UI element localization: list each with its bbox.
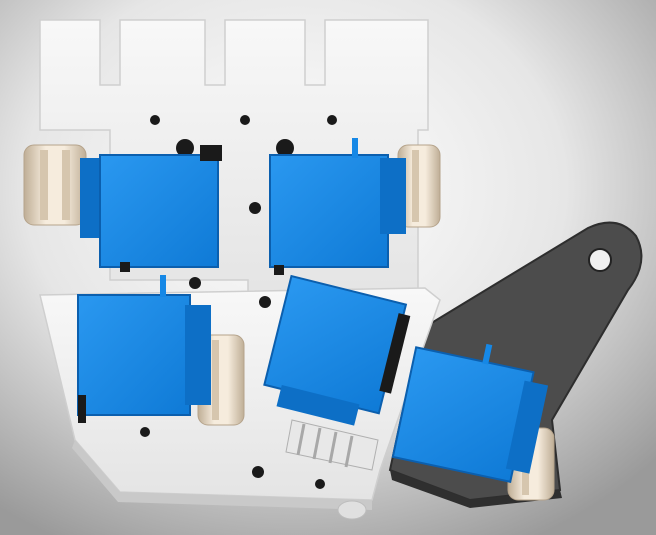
screw-hole [150,115,160,125]
screw-hole [140,427,150,437]
knob [337,500,367,520]
servo-thumb [391,343,549,483]
servo-top-left [80,145,222,272]
gear-rack [285,419,379,471]
screw-hole [276,139,294,157]
servo-middle-tilted [263,274,411,426]
spool-left-top [23,144,87,226]
screw-hole [249,202,261,214]
servo-top-right [269,138,406,275]
servo-bottom-left [77,275,211,423]
screw-hole [252,466,264,478]
screw-hole [240,115,250,125]
screw-hole [315,479,325,489]
screw-hole [327,115,337,125]
bracket-hole [588,248,612,272]
screw-hole [176,139,194,157]
screw-hole [259,296,271,308]
screw-hole [189,277,201,289]
